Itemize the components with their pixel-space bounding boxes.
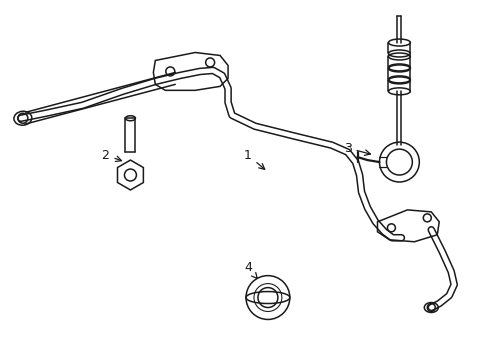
- Text: 1: 1: [244, 149, 264, 169]
- Text: 3: 3: [343, 141, 370, 156]
- Text: 4: 4: [244, 261, 257, 278]
- Text: 2: 2: [102, 149, 122, 162]
